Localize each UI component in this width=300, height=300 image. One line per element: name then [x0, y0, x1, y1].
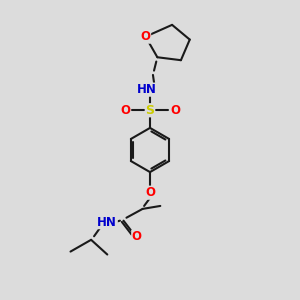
Text: S: S [146, 104, 154, 117]
Text: O: O [120, 104, 130, 117]
Text: O: O [170, 104, 180, 117]
Text: O: O [132, 230, 142, 243]
Text: O: O [145, 186, 155, 199]
Text: HN: HN [137, 83, 157, 96]
Text: HN: HN [98, 216, 117, 229]
Text: O: O [141, 30, 151, 43]
